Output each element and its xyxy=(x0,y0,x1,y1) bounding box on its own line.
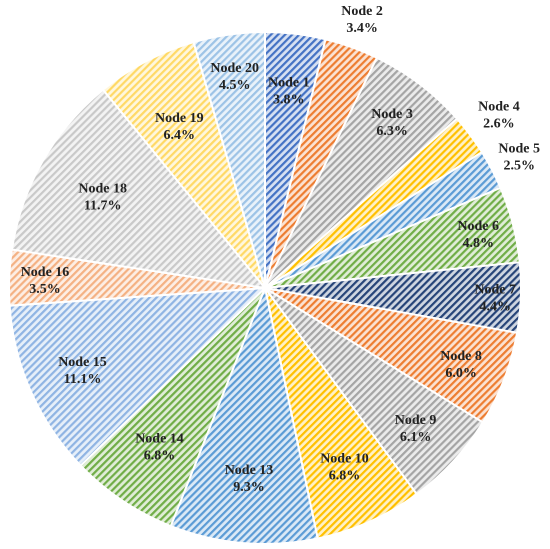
slice-label-value: 4.4% xyxy=(479,300,511,315)
slice-label-value: 3.8% xyxy=(273,93,305,108)
slice-label-name: Node 18 xyxy=(78,181,127,196)
slice-label-name: Node 1 xyxy=(268,76,310,91)
slice-label-name: Node 20 xyxy=(210,61,259,76)
slice-label-name: Node 2 xyxy=(341,4,383,19)
slice-label-value: 4.8% xyxy=(462,236,494,251)
slice-label-value: 9.3% xyxy=(233,480,265,495)
pie-slice-node-13 xyxy=(169,284,319,545)
slice-label-value: 3.5% xyxy=(29,282,61,297)
slice-label-name: Node 4 xyxy=(478,100,520,115)
slice-label-value: 2.5% xyxy=(503,158,535,173)
pie-slice-node-14 xyxy=(79,287,266,528)
slice-label-value: 6.1% xyxy=(400,430,432,445)
slice-label-name: Node 19 xyxy=(155,111,204,126)
slice-label-value: 11.7% xyxy=(84,198,122,213)
slice-label-name: Node 3 xyxy=(371,107,413,122)
slice-label-value: 6.8% xyxy=(144,448,176,463)
slice-label-value: 11.1% xyxy=(64,372,102,387)
pie-labels: Node 1 3.8% Node 2 3.4% Node 3 6.3% Node 4 2.6%… xyxy=(21,4,540,495)
slice-label-value: 2.6% xyxy=(483,117,515,132)
slice-label-name: Node 10 xyxy=(320,452,369,467)
slice-label-name: Node 13 xyxy=(225,463,274,478)
slice-label-value: 3.4% xyxy=(346,21,378,36)
pie-slice-node-18 xyxy=(10,88,268,290)
slice-label-name: Node 6 xyxy=(457,219,499,234)
pie-slice-node-20 xyxy=(192,30,266,289)
slice-label-value: 4.5% xyxy=(219,78,251,93)
slice-label-name: Node 9 xyxy=(395,413,437,428)
slice-label-value: 6.3% xyxy=(376,124,408,139)
slice-label-value: 6.4% xyxy=(164,128,196,143)
slice-label-name: Node 16 xyxy=(21,265,70,280)
slice-label-value: 6.8% xyxy=(329,469,361,484)
pie-slice-node-15 xyxy=(8,286,268,467)
slice-label-name: Node 14 xyxy=(135,431,184,446)
pie-slices xyxy=(8,30,522,545)
slice-label-name: Node 7 xyxy=(474,283,516,298)
slice-label-name: Node 15 xyxy=(58,355,107,370)
slice-label-name: Node 5 xyxy=(498,141,540,156)
pie-slice-node-10 xyxy=(264,287,419,540)
slice-label-value: 6.0% xyxy=(445,366,477,381)
slice-label-name: Node 8 xyxy=(440,349,482,364)
